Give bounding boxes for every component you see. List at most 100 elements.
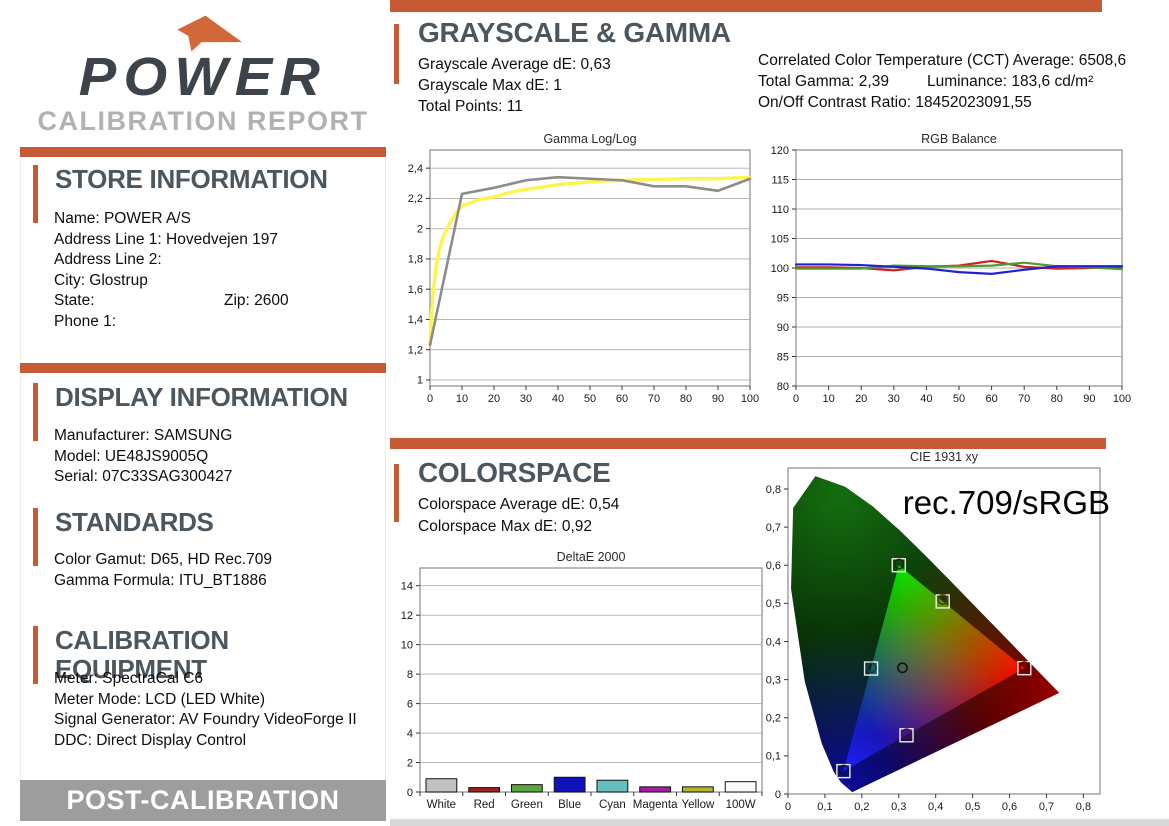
standards-title: STANDARDS <box>55 507 214 537</box>
display-model: Model: UE48JS9005Q <box>54 447 209 465</box>
section-accent-bar <box>33 383 38 441</box>
svg-text:0,6: 0,6 <box>766 560 781 572</box>
svg-text:Blue: Blue <box>558 799 581 811</box>
svg-text:14: 14 <box>401 580 413 592</box>
bar-magenta <box>639 786 672 793</box>
post-calibration-label: POST-CALIBRATION <box>66 785 340 815</box>
svg-text:rec.709/sRGB: rec.709/sRGB <box>903 484 1110 521</box>
lower-sidebar-box: DISPLAY INFORMATION Manufacturer: SAMSUN… <box>20 373 386 821</box>
divider-bar <box>20 147 386 157</box>
measured-point-white <box>897 662 908 674</box>
grayscale-gamma-title: GRAYSCALE & GAMMA <box>418 17 731 48</box>
svg-text:0,5: 0,5 <box>965 801 980 813</box>
svg-text:0,7: 0,7 <box>1039 801 1054 813</box>
luminance: Luminance: 183,6 cd/m² <box>926 73 1094 90</box>
report-content: GRAYSCALE & GAMMA Grayscale Average dE: … <box>390 0 1169 826</box>
bar-cyan <box>596 779 629 793</box>
section-accent-bar <box>33 508 38 566</box>
bottom-strip <box>390 819 1169 826</box>
svg-text:Magenta: Magenta <box>633 799 678 811</box>
store-address2: Address Line 2: <box>54 251 162 269</box>
svg-text:50: 50 <box>584 393 596 405</box>
grayscale-stats: Grayscale Average dE: 0,63 Grayscale Max… <box>418 54 611 117</box>
colorspace-max-de: Colorspace Max dE: 0,92 <box>418 518 593 535</box>
svg-text:DeltaE 2000: DeltaE 2000 <box>557 550 626 564</box>
svg-text:Red: Red <box>474 799 495 811</box>
grayscale-right-stats: Correlated Color Temperature (CCT) Avera… <box>758 50 1131 113</box>
colorspace-header: COLORSPACE <box>394 458 611 522</box>
contrast-ratio: On/Off Contrast Ratio: 18452023091,55 <box>758 94 1032 111</box>
svg-text:6: 6 <box>407 698 413 710</box>
svg-text:20: 20 <box>488 393 500 405</box>
measured-point-blue <box>838 764 850 776</box>
svg-text:80: 80 <box>777 381 789 393</box>
grayscale-max-de: Grayscale Max dE: 1 <box>418 77 562 94</box>
svg-text:1,6: 1,6 <box>408 284 423 296</box>
section-accent-bar <box>394 24 399 84</box>
svg-text:0: 0 <box>427 393 433 405</box>
svg-text:0,1: 0,1 <box>817 801 832 813</box>
display-serial: Serial: 07C33SAG300427 <box>54 468 233 486</box>
power-logo-arrow-icon <box>177 15 243 52</box>
svg-text:CIE 1931 xy: CIE 1931 xy <box>910 450 979 464</box>
measured-point-yellow <box>937 594 949 605</box>
measured-point-red <box>1018 661 1030 673</box>
grayscale-gamma-header: GRAYSCALE & GAMMA <box>394 18 731 84</box>
measured-point-magenta <box>901 728 912 740</box>
svg-text:60: 60 <box>616 393 628 405</box>
svg-text:4: 4 <box>407 728 413 740</box>
svg-text:RGB Balance: RGB Balance <box>921 132 997 146</box>
svg-text:0,2: 0,2 <box>854 801 869 813</box>
svg-text:2: 2 <box>417 223 423 235</box>
svg-text:0: 0 <box>407 787 413 799</box>
svg-text:Yellow: Yellow <box>681 799 715 811</box>
brand-name: POWER <box>78 47 328 107</box>
svg-text:70: 70 <box>1018 393 1030 405</box>
gamma-luminance-row: Total Gamma: 2,39 Luminance: 183,6 cd/m² <box>758 71 1131 92</box>
report-subtitle: CALIBRATION REPORT <box>37 106 369 136</box>
bar-blue <box>553 776 586 793</box>
svg-text:2,4: 2,4 <box>408 163 423 175</box>
bar-100w <box>724 781 757 793</box>
svg-text:105: 105 <box>771 233 789 245</box>
bar-red <box>468 787 501 793</box>
store-information-title: STORE INFORMATION <box>55 164 328 194</box>
section-accent-bar <box>394 464 399 522</box>
svg-text:0,2: 0,2 <box>766 713 781 725</box>
chart-svg: Gamma Log/Log 1 1,2 1,4 1,6 1,8 2 2,2 2,4 0 10 20 30… <box>408 132 759 405</box>
svg-text:30: 30 <box>888 393 900 405</box>
bar-yellow <box>681 786 714 793</box>
svg-text:90: 90 <box>1083 393 1095 405</box>
svg-text:12: 12 <box>401 610 413 622</box>
svg-text:0,5: 0,5 <box>766 598 781 610</box>
svg-text:2: 2 <box>407 757 413 769</box>
svg-text:0: 0 <box>793 393 799 405</box>
standards-color-gamut: Color Gamut: D65, HD Rec.709 <box>54 551 272 568</box>
svg-text:20: 20 <box>855 393 867 405</box>
svg-text:10: 10 <box>456 393 468 405</box>
equipment-meter-mode: Meter Mode: LCD (LED White) <box>54 690 266 708</box>
store-state: State: <box>54 292 95 310</box>
svg-text:40: 40 <box>552 393 564 405</box>
display-manufacturer: Manufacturer: SAMSUNG <box>54 427 233 444</box>
chart-svg: RGB Balance 80 85 90 95 100 105 110 115 120 0 10 20 3… <box>771 132 1132 405</box>
gamma-measured-line <box>428 175 752 347</box>
svg-text:115: 115 <box>771 174 789 186</box>
store-state-zip-row: State: Zip: 2600 <box>54 291 289 312</box>
svg-text:0,7: 0,7 <box>766 522 781 534</box>
svg-text:100W: 100W <box>726 799 756 811</box>
store-zip: Zip: 2600 <box>224 292 289 310</box>
store-city: City: Glostrup <box>54 271 148 289</box>
display-information-title: DISPLAY INFORMATION <box>55 382 348 412</box>
svg-text:Cyan: Cyan <box>599 799 626 811</box>
calibration-equipment-title: CALIBRATION EQUIPMENT <box>54 625 229 684</box>
svg-text:50: 50 <box>953 393 965 405</box>
svg-text:2,2: 2,2 <box>408 193 423 205</box>
svg-text:90: 90 <box>712 393 724 405</box>
measured-point-cyan <box>866 662 877 674</box>
svg-text:90: 90 <box>777 322 789 334</box>
svg-text:Gamma Log/Log: Gamma Log/Log <box>543 132 636 146</box>
svg-text:0: 0 <box>775 789 781 801</box>
blue-balance-line <box>794 263 1124 275</box>
